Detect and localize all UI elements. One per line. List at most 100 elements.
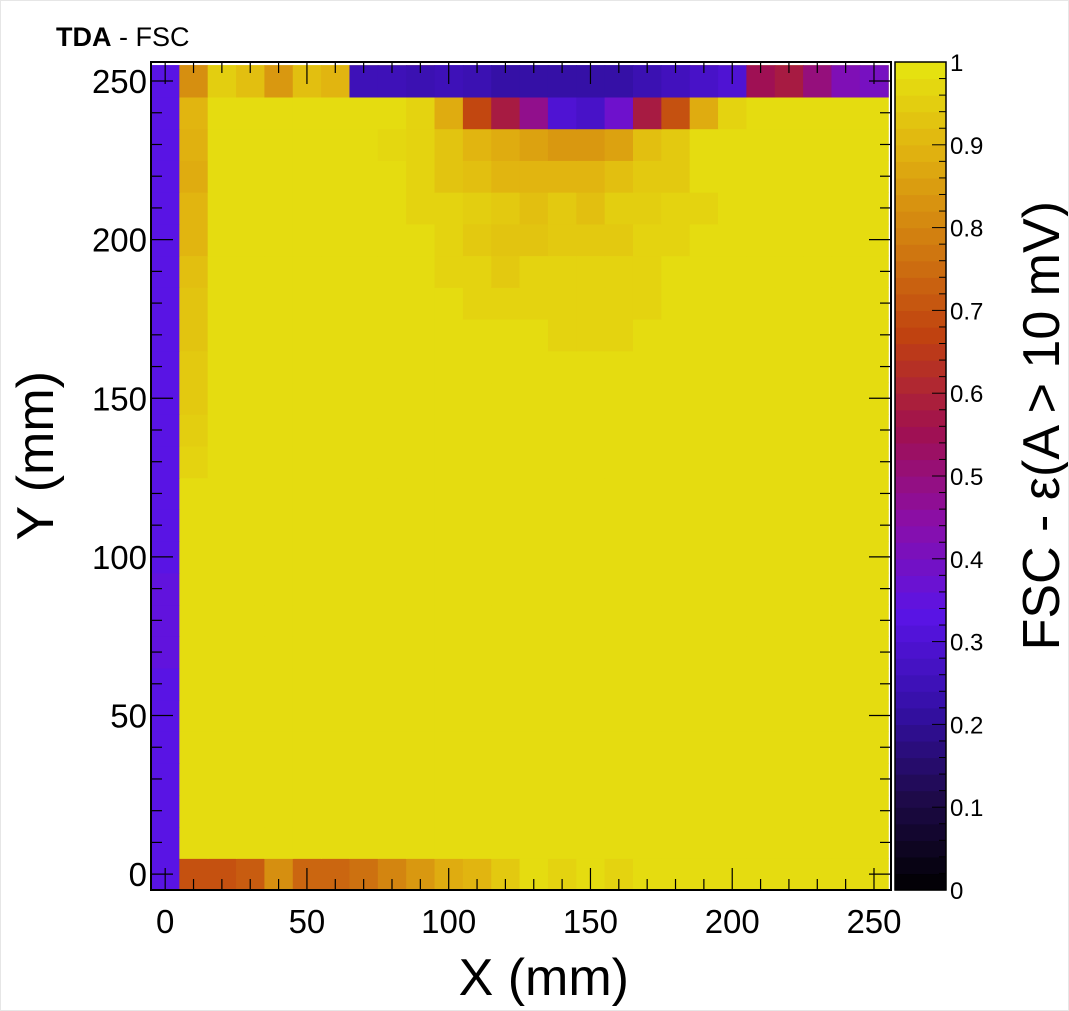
y-tick-label: 50 — [110, 698, 147, 735]
heatmap-cell — [377, 96, 407, 130]
heatmap-cell — [236, 541, 266, 574]
heatmap-cell — [803, 255, 833, 288]
heatmap-cell — [292, 382, 322, 415]
heatmap-cell — [179, 763, 209, 796]
heatmap-cell — [462, 604, 492, 637]
heatmap-cell — [207, 382, 237, 415]
colorbar-swatch — [895, 724, 946, 742]
heatmap-cell — [462, 509, 492, 542]
heatmap-cell — [236, 667, 266, 701]
heatmap-cell — [377, 667, 407, 701]
heatmap-cell — [406, 255, 436, 288]
heatmap-cell — [179, 318, 209, 352]
colorbar-swatch — [895, 211, 946, 229]
heatmap-cell — [207, 541, 237, 574]
heatmap-cell — [292, 763, 322, 796]
heatmap-cell — [179, 128, 209, 161]
heatmap-cell — [321, 192, 351, 225]
heatmap-cell — [519, 604, 549, 637]
heatmap-cell — [377, 223, 407, 257]
heatmap-cell — [292, 572, 322, 606]
heatmap-cell — [434, 604, 464, 637]
heatmap-cell — [604, 160, 634, 193]
heatmap-cell — [264, 414, 294, 447]
heatmap-cell — [632, 96, 662, 130]
y-tick-label: 0 — [129, 856, 147, 893]
heatmap-cell — [774, 731, 804, 764]
heatmap-cell — [349, 731, 379, 764]
heatmap-cell — [264, 477, 294, 510]
heatmap-cell — [803, 223, 833, 257]
x-axis-tick-labels: 0 50 100 150 200 250 — [156, 903, 902, 940]
heatmap-cell — [632, 192, 662, 225]
heatmap-cell — [604, 318, 634, 352]
heatmap-cell — [434, 414, 464, 447]
heatmap-cell — [491, 96, 521, 130]
heatmap-cell — [519, 445, 549, 479]
heatmap-cell — [434, 763, 464, 796]
heatmap-cell — [774, 223, 804, 257]
heatmap-cell — [689, 192, 719, 225]
heatmap-cell — [179, 604, 209, 637]
heatmap-cell — [632, 636, 662, 669]
heatmap-cell — [604, 509, 634, 542]
colorbar-swatch — [895, 625, 946, 643]
heatmap-cell — [236, 604, 266, 637]
heatmap-cell — [491, 382, 521, 415]
heatmap-cell — [179, 96, 209, 130]
heatmap-cell — [292, 318, 322, 352]
heatmap-cell — [377, 794, 407, 828]
heatmap-cell — [349, 699, 379, 732]
heatmap-cell — [774, 763, 804, 796]
heatmap-cell — [689, 509, 719, 542]
heatmap-cell — [547, 318, 577, 352]
heatmap-cell — [661, 318, 691, 352]
heatmap-cell — [434, 287, 464, 320]
heatmap-cell — [349, 192, 379, 225]
heatmap-cells — [151, 65, 889, 891]
x-tick-label: 250 — [846, 903, 901, 940]
heatmap-cell — [406, 445, 436, 479]
heatmap-cell — [292, 604, 322, 637]
heatmap-cell — [321, 794, 351, 828]
heatmap-cell — [292, 731, 322, 764]
heatmap-cell — [264, 255, 294, 288]
heatmap-cell — [774, 826, 804, 859]
heatmap-cell — [576, 604, 606, 637]
y-axis-title: Y (mm) — [7, 371, 65, 540]
heatmap-cell — [519, 826, 549, 859]
colorbar-swatch — [895, 774, 946, 792]
heatmap-cell — [746, 604, 776, 637]
heatmap-cell — [831, 223, 861, 257]
heatmap-cell — [803, 636, 833, 669]
heatmap-cell — [689, 731, 719, 764]
heatmap-cell — [519, 96, 549, 130]
heatmap-cell — [292, 128, 322, 161]
x-tick-label: 150 — [563, 903, 618, 940]
heatmap-cell — [406, 382, 436, 415]
heatmap-cell — [377, 350, 407, 384]
heatmap-cell — [604, 794, 634, 828]
heatmap-cell — [746, 636, 776, 669]
heatmap-cell — [718, 826, 747, 859]
colorbar-swatch — [895, 608, 946, 626]
heatmap-cell — [236, 318, 266, 352]
heatmap-cell — [321, 223, 351, 257]
heatmap-cell — [519, 414, 549, 447]
heatmap-cell — [718, 414, 747, 447]
heatmap-cell — [491, 223, 521, 257]
heatmap-cell — [462, 699, 492, 732]
heatmap-cell — [462, 318, 492, 352]
heatmap-cell — [661, 826, 691, 859]
heatmap-cell — [349, 794, 379, 828]
heatmap-cell — [661, 160, 691, 193]
heatmap-cell — [547, 414, 577, 447]
colorbar-swatch — [895, 326, 946, 345]
heatmap-cell — [718, 763, 747, 796]
heatmap-cell — [264, 223, 294, 257]
heatmap-cell — [236, 192, 266, 225]
heatmap-cell — [604, 414, 634, 447]
heatmap-cell — [179, 794, 209, 828]
heatmap-cell — [406, 318, 436, 352]
heatmap-cell — [377, 509, 407, 542]
